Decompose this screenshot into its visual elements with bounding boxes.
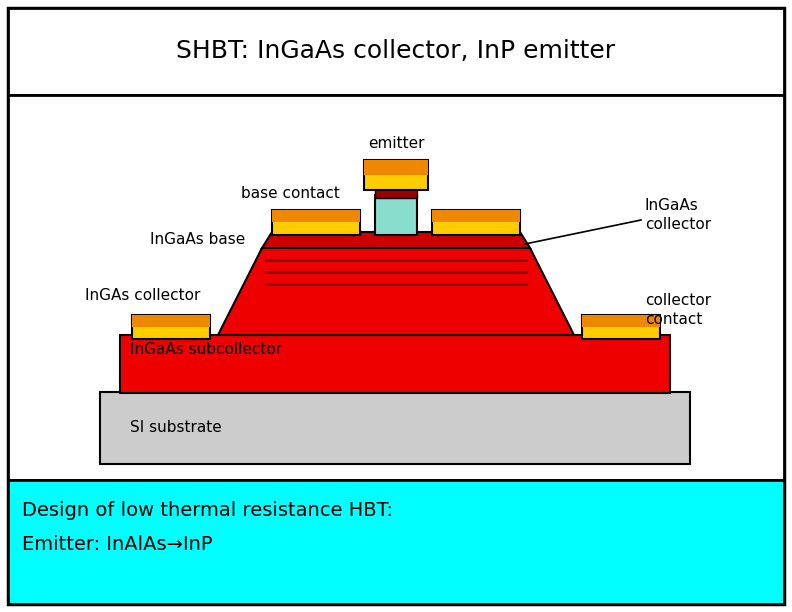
Bar: [375, 188, 417, 198]
Text: InGaAs
collector: InGaAs collector: [645, 198, 711, 233]
Bar: [100, 392, 690, 464]
Bar: [375, 195, 417, 235]
Bar: [8, 95, 784, 480]
Bar: [132, 315, 210, 327]
Bar: [132, 315, 210, 339]
Bar: [8, 480, 784, 604]
Bar: [272, 210, 360, 222]
Text: SHBT: InGaAs collector, InP emitter: SHBT: InGaAs collector, InP emitter: [177, 39, 615, 63]
Bar: [582, 315, 660, 339]
Bar: [8, 8, 784, 95]
Text: collector
contact: collector contact: [645, 293, 711, 327]
Text: Design of low thermal resistance HBT:: Design of low thermal resistance HBT:: [22, 501, 393, 520]
Bar: [432, 210, 520, 222]
Text: InGaAs subcollector: InGaAs subcollector: [130, 343, 282, 357]
Bar: [582, 315, 660, 327]
Bar: [120, 335, 670, 393]
Polygon shape: [262, 232, 530, 248]
Bar: [432, 210, 520, 235]
Text: SI substrate: SI substrate: [130, 420, 222, 436]
Text: emitter: emitter: [367, 135, 425, 151]
Bar: [364, 160, 428, 175]
Polygon shape: [218, 248, 574, 335]
Text: base contact: base contact: [241, 185, 340, 201]
Text: Emitter: InAlAs→InP: Emitter: InAlAs→InP: [22, 536, 212, 554]
Bar: [364, 160, 428, 190]
Text: InGaAs base: InGaAs base: [150, 233, 246, 247]
Bar: [272, 210, 360, 235]
Text: InGAs collector: InGAs collector: [85, 288, 200, 302]
